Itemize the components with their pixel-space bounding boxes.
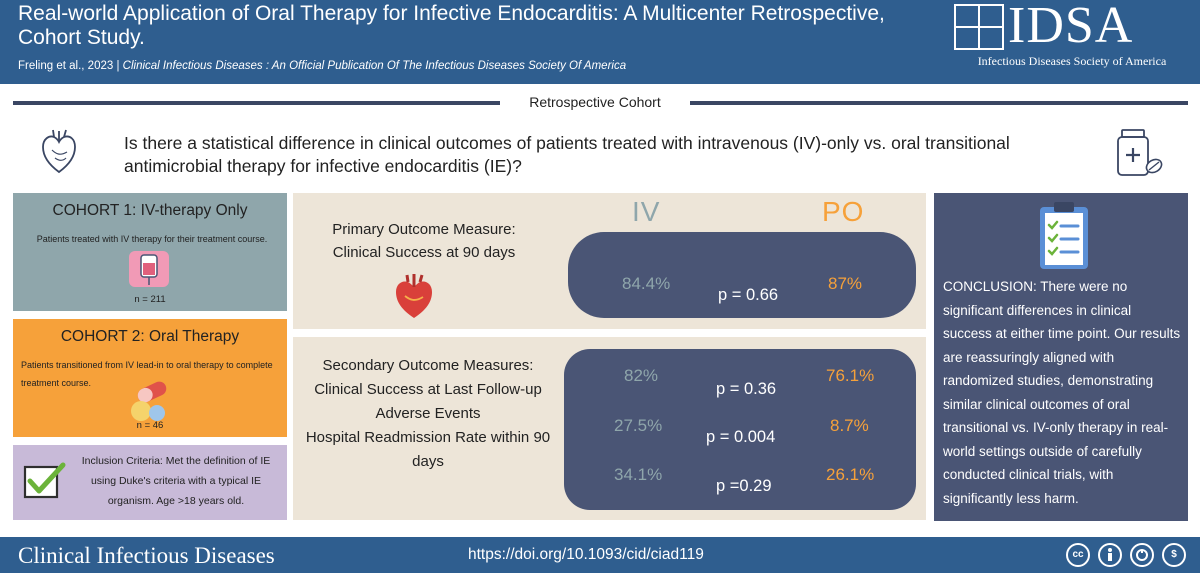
po-column-header: PO: [822, 196, 865, 227]
footer-journal-name: Clinical Infectious Diseases: [18, 543, 275, 568]
conclusion-panel: CONCLUSION: There were no significant di…: [934, 193, 1188, 521]
cohort-1-count: n = 211: [134, 294, 166, 305]
authors: Freling et al., 2023: [18, 60, 114, 72]
secondary-p-value-3: p =0.29: [716, 477, 772, 495]
medicine-bottle-icon: [1117, 129, 1163, 176]
cohort-2-count: n = 46: [136, 420, 164, 431]
anatomical-heart-icon: [42, 129, 76, 174]
cohort-2-box: COHORT 2: Oral Therapy Patients transiti…: [13, 319, 287, 437]
checkbox-icon: [23, 462, 66, 499]
idsa-logo-text: IDSA: [1008, 0, 1134, 54]
citation: Freling et al., 2023 | Clinical Infectio…: [18, 60, 626, 72]
secondary-iv-value-3: 34.1%: [614, 465, 663, 484]
secondary-iv-value-1: 82%: [624, 366, 659, 385]
doi-link[interactable]: https://doi.org/10.1093/cid/ciad119: [468, 546, 704, 563]
conclusion-text: CONCLUSION: There were no significant di…: [943, 279, 1181, 506]
primary-iv-value: 84.4%: [622, 274, 671, 293]
citation-separator: |: [116, 60, 120, 72]
secondary-results-box: [564, 349, 916, 510]
secondary-measure-adverse-events: Adverse Events: [375, 405, 481, 422]
header-banner: Real-world Application of Oral Therapy f…: [0, 0, 1200, 84]
clipboard-checklist-icon: [1040, 202, 1088, 269]
heart-organ-icon: [396, 274, 432, 318]
secondary-outcome-heading: Secondary Outcome Measures:: [322, 357, 534, 374]
by-icon: [1098, 543, 1122, 567]
primary-results-box: [568, 232, 916, 318]
primary-outcome-measure: Clinical Success at 90 days: [332, 244, 516, 261]
secondary-p-value-2: p = 0.004: [706, 428, 776, 446]
secondary-po-value-1: 76.1%: [826, 366, 875, 385]
idsa-logo: IDSA Infectious Diseases Society of Amer…: [952, 0, 1192, 74]
idsa-emblem-icon: [954, 4, 1004, 50]
divider-left: [13, 101, 500, 105]
journal-name: Clinical Infectious Diseases : An Offici…: [122, 60, 627, 72]
study-type: Retrospective Cohort: [529, 94, 661, 110]
research-question: Is there a statistical difference in cli…: [124, 133, 1010, 176]
primary-p-value: p = 0.66: [718, 286, 779, 304]
secondary-measure-clinical-success: Clinical Success at Last Follow-up: [314, 381, 542, 398]
nc-icon: $: [1162, 543, 1186, 567]
footer-banner: Clinical Infectious Diseases https://doi…: [0, 537, 1200, 573]
pills-icon: [131, 381, 167, 421]
secondary-po-value-3: 26.1%: [826, 465, 875, 484]
iv-bag-icon: [129, 251, 169, 287]
primary-po-value: 87%: [828, 274, 863, 293]
cohort-1-box: COHORT 1: IV-therapy Only Patients treat…: [13, 193, 287, 311]
secondary-po-value-2: 8.7%: [830, 416, 869, 435]
secondary-measure-readmission: Hospital Readmission Rate within 90 days: [305, 429, 551, 470]
cohort-1-description: Patients treated with IV therapy for the…: [36, 234, 268, 244]
cohort-1-title: COHORT 1: IV-therapy Only: [52, 202, 248, 219]
page-title: Real-world Application of Oral Therapy f…: [18, 2, 885, 49]
idsa-logo-subtitle: Infectious Diseases Society of America: [977, 54, 1167, 68]
secondary-p-value-1: p = 0.36: [716, 380, 777, 398]
iv-column-header: IV: [632, 196, 661, 227]
cc-icon: cc: [1066, 543, 1090, 567]
nd-icon: [1130, 543, 1154, 567]
divider-right: [690, 101, 1188, 105]
inclusion-criteria-text: Inclusion Criteria: Met the definition o…: [81, 455, 271, 507]
primary-outcome-heading: Primary Outcome Measure:: [332, 221, 516, 238]
inclusion-criteria-box: Inclusion Criteria: Met the definition o…: [13, 445, 287, 520]
cohort-2-description: Patients transitioned from IV lead-in to…: [21, 360, 273, 388]
secondary-iv-value-2: 27.5%: [614, 416, 663, 435]
cohort-2-title: COHORT 2: Oral Therapy: [60, 328, 240, 345]
